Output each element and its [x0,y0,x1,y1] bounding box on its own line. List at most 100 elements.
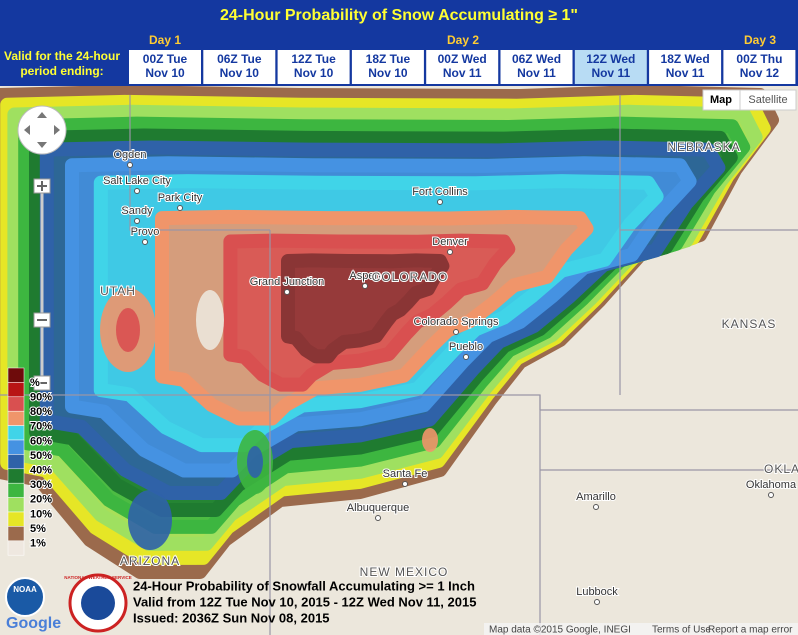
city-label: Santa Fe [383,468,428,480]
state-label: UTAH [100,284,136,298]
google-logo: Google [6,615,61,632]
tab-box [426,50,499,84]
city-label: Lubbock [576,586,618,598]
city-dot [402,481,408,487]
tab-date: Nov 11 [443,66,482,80]
probability-blob [196,290,224,350]
legend-swatch [7,526,25,542]
pan-control[interactable] [17,105,67,155]
tab-date: Nov 11 [591,66,630,80]
tab-date: Nov 12 [740,66,780,80]
legend-label: 30% [30,479,52,491]
city-dot [453,329,459,335]
city-label: Fort Collins [412,186,468,198]
probability-blob [116,308,140,352]
city-label: Grand Junction [250,276,325,288]
city-label: Aspen [349,270,380,282]
city-label: Park City [158,192,203,204]
tab-time: 12Z Tue [291,52,336,66]
tab-time: 06Z Wed [512,52,561,66]
tab-time: 00Z Wed [438,52,487,66]
city-label: Oklahoma [746,479,797,491]
title: 24-Hour Probability of Snow Accumulating… [220,7,578,24]
probability-blob [128,490,172,550]
state-label: NEW MEXICO [360,565,449,579]
legend-swatch [7,540,25,556]
city-dot [437,199,443,205]
title-bar [0,0,798,31]
tab-date: Nov 10 [368,66,408,80]
satellite-button[interactable] [739,89,797,111]
city-label: Pueblo [449,341,483,353]
city-label: Denver [432,236,468,248]
city-dot [142,239,148,245]
nws-logo-inner [81,586,115,620]
caption-line: 24-Hour Probability of Snowfall Accumula… [133,578,475,593]
city-label: Provo [131,226,160,238]
map-button-label: Map [710,94,732,106]
city-label: Colorado Springs [414,316,499,328]
city-label: Sandy [121,205,153,217]
tab-date: Nov 11 [666,66,705,80]
legend-swatch [7,511,25,527]
state-label: OKLA [764,462,798,476]
satellite-button-label: Satellite [748,94,787,106]
tab-box [500,50,573,84]
legend-label: 80% [30,406,52,418]
city-dot [177,205,183,211]
city-dot [134,218,140,224]
legend-swatch [7,468,25,484]
state-label: ARIZONA [120,554,180,568]
city-label: Albuquerque [347,502,409,514]
legend-swatch [7,425,25,441]
city-dot [463,354,469,360]
footer-link[interactable]: Report a map error [708,625,793,635]
city-dot [134,188,140,194]
city-dot [375,515,381,521]
tab-date: Nov 10 [220,66,260,80]
zoom-in-icon [37,181,47,191]
tab-box [723,50,796,84]
legend-label: 10% [30,508,52,520]
tab-time: 18Z Tue [366,52,411,66]
caption-line: Issued: 2036Z Sun Nov 08, 2015 [133,610,330,625]
legend-swatch [7,410,25,426]
city-dot [768,492,774,498]
state-border [129,95,270,231]
legend-label: 60% [30,435,52,447]
noaa-logo-text: NOAA [13,585,37,594]
footer-link[interactable]: Terms of Use [652,625,711,635]
day-label: Day 3 [744,33,776,47]
tab-time: 18Z Wed [661,52,710,66]
city-dot [362,283,368,289]
legend-swatch [7,482,25,498]
tab-date: Nov 10 [294,66,334,80]
legend-label: 40% [30,465,52,477]
tab-time: 00Z Thu [736,52,782,66]
tab-box [351,50,424,84]
tab-date: Nov 10 [145,66,185,80]
probability-blob [422,428,438,452]
legend-swatch [7,396,25,412]
tab-box [649,50,722,84]
valid-label: Valid for the 24-hour [4,49,120,63]
legend-label: 1% [30,538,46,550]
city-label: Amarillo [576,491,616,503]
city-dot [284,289,290,295]
legend-label: % [30,377,40,389]
legend-label: 90% [30,392,52,404]
footer-bar [484,623,798,635]
city-dot [447,249,453,255]
tab-time: 06Z Tue [217,52,262,66]
legend-label: 20% [30,494,52,506]
